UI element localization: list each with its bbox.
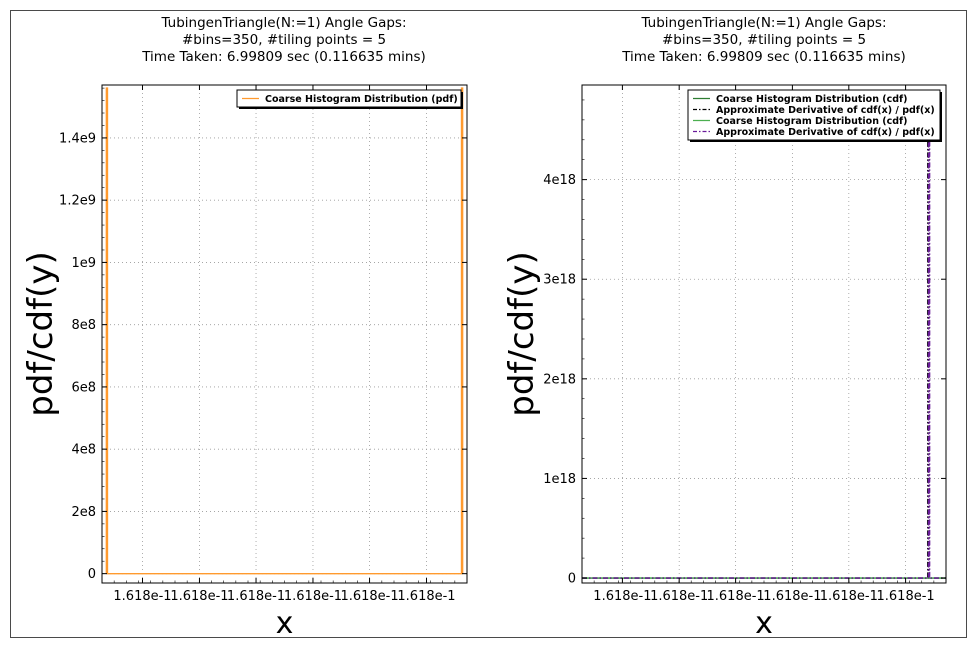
chart-panel-2: TubingenTriangle(N:=1) Angle Gaps:#bins=… <box>502 15 947 641</box>
chart-title-line: #bins=350, #tiling points = 5 <box>662 32 866 48</box>
y-tick-label: 6e8 <box>71 380 96 395</box>
series-line-1 <box>105 87 464 575</box>
chart-title-line: #bins=350, #tiling points = 5 <box>182 32 386 48</box>
plot-area <box>582 85 946 583</box>
figure-frame <box>10 10 967 638</box>
x-tick-label: 1.618e-1 <box>227 589 285 604</box>
y-tick-label: 1e18 <box>543 472 576 487</box>
x-tick-label: 1.618e-1 <box>820 589 878 604</box>
chart-title-line: TubingenTriangle(N:=1) Angle Gaps: <box>640 15 886 31</box>
x-tick-label: 1.618e-1 <box>707 589 765 604</box>
legend: Coarse Histogram Distribution (pdf) <box>236 89 463 109</box>
legend-box <box>687 89 941 141</box>
y-axis-label: pdf/cdf(y) <box>502 251 542 416</box>
x-tick-label: 1.618e-1 <box>340 589 398 604</box>
y-axis-label: pdf/cdf(y) <box>21 251 61 416</box>
y-tick-label: 0 <box>88 567 96 582</box>
x-axis-label: x <box>276 606 294 641</box>
y-tick-label: 4e8 <box>71 443 96 458</box>
x-tick-label: 1.618e-1 <box>877 589 935 604</box>
y-tick-label: 1e9 <box>71 256 96 271</box>
chart-title-line: TubingenTriangle(N:=1) Angle Gaps: <box>160 15 406 31</box>
legend-label: Approximate Derivative of cdf(x) / pdf(x… <box>716 105 935 116</box>
legend-label: Coarse Histogram Distribution (pdf) <box>265 94 458 105</box>
grid-lines <box>582 85 946 583</box>
y-tick-label: 8e8 <box>71 318 96 333</box>
plot-area <box>102 85 467 583</box>
chart-panel-1: TubingenTriangle(N:=1) Angle Gaps:#bins=… <box>21 15 468 641</box>
y-tick-label: 3e18 <box>543 273 576 288</box>
y-tick-label: 2e8 <box>71 505 96 520</box>
y-tick-label: 4e18 <box>543 173 576 188</box>
x-tick-label: 1.618e-1 <box>397 589 455 604</box>
chart-title-line: Time Taken: 6.99809 sec (0.116635 mins) <box>141 49 426 65</box>
x-axis-label: x <box>755 606 773 641</box>
y-tick-label: 1.2e9 <box>59 194 96 209</box>
chart-title-line: Time Taken: 6.99809 sec (0.116635 mins) <box>621 49 906 65</box>
x-tick-label: 1.618e-1 <box>763 589 821 604</box>
legend: Coarse Histogram Distribution (cdf)Appro… <box>687 89 942 142</box>
x-tick-label: 1.618e-1 <box>650 589 708 604</box>
y-tick-label: 0 <box>568 572 576 587</box>
legend-label: Coarse Histogram Distribution (cdf) <box>716 116 908 127</box>
x-tick-label: 1.618e-1 <box>170 589 228 604</box>
legend-label: Coarse Histogram Distribution (cdf) <box>716 94 908 105</box>
y-tick-label: 2e18 <box>543 372 576 387</box>
x-tick-label: 1.618e-1 <box>593 589 651 604</box>
x-tick-label: 1.618e-1 <box>113 589 171 604</box>
grid-lines <box>102 85 467 583</box>
legend-label: Approximate Derivative of cdf(x) / pdf(x… <box>716 127 935 138</box>
y-tick-label: 1.4e9 <box>59 131 96 146</box>
legend-box <box>236 89 462 108</box>
x-tick-label: 1.618e-1 <box>284 589 342 604</box>
